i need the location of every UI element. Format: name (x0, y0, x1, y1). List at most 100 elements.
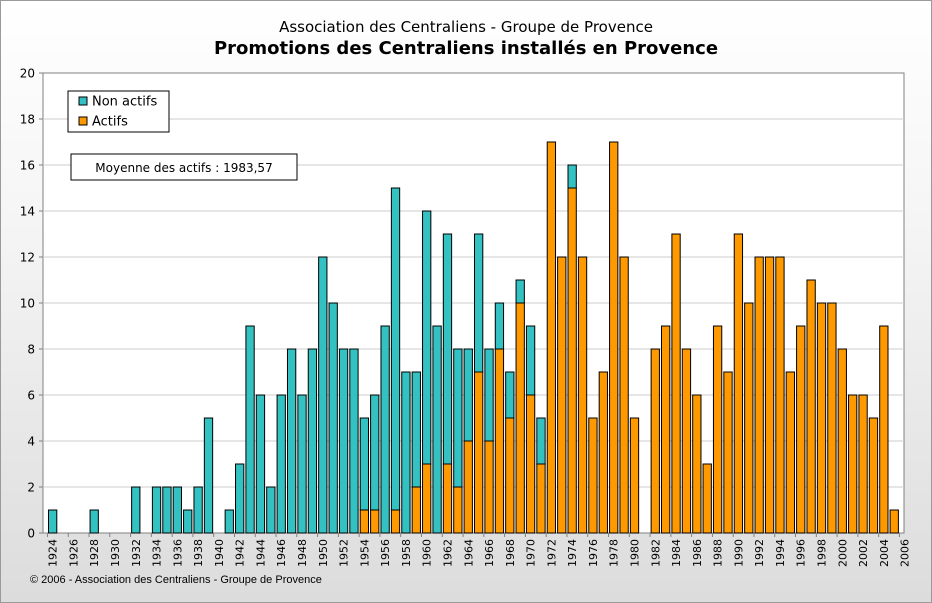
bar-actifs-1991 (744, 302, 754, 534)
bar-non-actifs-1960 (422, 210, 432, 465)
x-tick-label: 1952 (338, 539, 351, 567)
bar-actifs-1955 (370, 509, 380, 534)
bar-non-actifs-1950 (318, 256, 328, 534)
bar-non-actifs-1935 (162, 486, 172, 534)
x-tick-label: 1986 (691, 539, 704, 567)
bar-actifs-1957 (390, 509, 401, 534)
bar-non-actifs-1963 (453, 348, 463, 488)
bar-actifs-1963 (453, 486, 463, 534)
bar-actifs-1968 (505, 417, 515, 534)
x-tick-label: 2002 (857, 539, 870, 567)
bar-non-actifs-1939 (203, 417, 214, 534)
bar-actifs-1964 (463, 440, 473, 534)
bar-actifs-1986 (692, 394, 702, 534)
x-tick-label: 1982 (649, 539, 662, 567)
bar-actifs-1975 (577, 256, 588, 534)
x-tick-label: 1942 (234, 539, 247, 567)
x-tick-label: 1924 (47, 539, 60, 567)
x-tick-label: 1950 (317, 539, 330, 567)
bar-actifs-2003 (868, 417, 879, 534)
bar-actifs-1996 (796, 325, 806, 534)
x-tick-label: 1972 (545, 539, 558, 567)
y-tick-label: 12 (20, 251, 35, 265)
bar-non-actifs-1943 (245, 325, 255, 534)
x-tick-label: 2006 (899, 539, 912, 567)
x-tick-label: 1998 (816, 539, 829, 567)
bar-non-actifs-1932 (131, 486, 141, 534)
x-tick-label: 2000 (836, 539, 849, 567)
legend-label: Non actifs (92, 95, 157, 110)
x-tick-label: 1934 (151, 539, 164, 567)
bar-actifs-1993 (764, 256, 775, 534)
x-tick-label: 1938 (192, 539, 205, 567)
bar-actifs-1979 (619, 256, 629, 534)
x-tick-label: 1978 (608, 539, 621, 567)
bar-actifs-2001 (848, 394, 858, 534)
bar-non-actifs-1974 (567, 164, 577, 189)
y-tick-label: 18 (20, 113, 35, 127)
bar-actifs-1954 (359, 509, 370, 534)
bar-actifs-1966 (484, 440, 494, 534)
x-tick-label: 1966 (483, 539, 496, 567)
x-tick-label: 1962 (441, 539, 454, 567)
bar-non-actifs-1924 (48, 509, 58, 534)
x-tick-label: 1936 (171, 539, 184, 567)
x-tick-label: 1956 (379, 539, 392, 567)
x-tick-label: 1974 (566, 539, 579, 567)
bar-non-actifs-1949 (307, 348, 318, 534)
bar-actifs-1967 (494, 348, 505, 534)
y-tick-label: 14 (20, 205, 35, 219)
bar-non-actifs-1948 (297, 394, 307, 534)
y-tick-label: 4 (27, 435, 35, 449)
bar-actifs-2004 (879, 325, 889, 534)
chart-subtitle: Association des Centraliens - Groupe de … (279, 18, 653, 36)
y-tick-label: 6 (27, 389, 35, 403)
bar-non-actifs-1966 (484, 348, 494, 442)
x-tick-label: 1944 (254, 539, 267, 567)
copyright-footer: © 2006 - Association des Centraliens - G… (30, 574, 322, 586)
x-tick-label: 1996 (795, 539, 808, 567)
bar-non-actifs-1941 (224, 509, 234, 534)
bar-non-actifs-1952 (338, 348, 349, 534)
bar-non-actifs-1953 (349, 348, 359, 534)
x-tick-label: 1930 (109, 539, 122, 567)
legend-swatch (78, 116, 88, 126)
bar-actifs-1962 (442, 463, 453, 534)
bar-non-actifs-1970 (525, 325, 536, 396)
bar-actifs-1994 (775, 256, 785, 534)
x-tick-label: 1984 (670, 539, 683, 567)
average-annotation: Moyenne des actifs : 1983,57 (95, 161, 272, 175)
bar-non-actifs-1954 (359, 417, 370, 511)
bar-non-actifs-1955 (370, 394, 380, 511)
bar-actifs-1987 (702, 463, 712, 534)
bar-actifs-1970 (525, 394, 536, 534)
bar-actifs-1965 (473, 371, 484, 534)
bar-actifs-1985 (681, 348, 692, 534)
bar-actifs-1976 (588, 417, 598, 534)
x-tick-label: 1976 (587, 539, 600, 567)
bar-actifs-1988 (712, 325, 723, 534)
bar-non-actifs-1971 (536, 417, 546, 465)
legend-label: Actifs (92, 115, 128, 130)
x-tick-label: 1992 (753, 539, 766, 567)
bar-actifs-2005 (889, 509, 899, 534)
bar-non-actifs-1962 (442, 233, 453, 465)
x-tick-label: 1954 (358, 539, 371, 567)
x-tick-label: 1958 (400, 539, 413, 567)
bar-actifs-1984 (671, 233, 681, 534)
y-tick-label: 16 (20, 159, 35, 173)
x-tick-label: 1948 (296, 539, 309, 567)
x-tick-label: 1994 (774, 539, 787, 567)
bar-actifs-1990 (733, 233, 744, 534)
x-tick-label: 1960 (421, 539, 434, 567)
x-tick-label: 1932 (130, 539, 143, 567)
bar-actifs-1992 (754, 256, 764, 534)
bar-non-actifs-1947 (286, 348, 297, 534)
x-tick-label: 1988 (712, 539, 725, 567)
bar-actifs-1997 (806, 279, 816, 534)
bar-non-actifs-1951 (328, 302, 338, 534)
bar-actifs-1977 (598, 371, 608, 534)
bar-non-actifs-1934 (151, 486, 162, 534)
bar-non-actifs-1942 (235, 463, 245, 534)
